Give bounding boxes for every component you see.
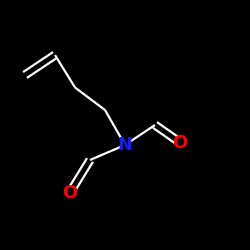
Text: O: O: [172, 134, 188, 152]
Text: N: N: [118, 136, 132, 154]
Text: O: O: [62, 184, 78, 202]
